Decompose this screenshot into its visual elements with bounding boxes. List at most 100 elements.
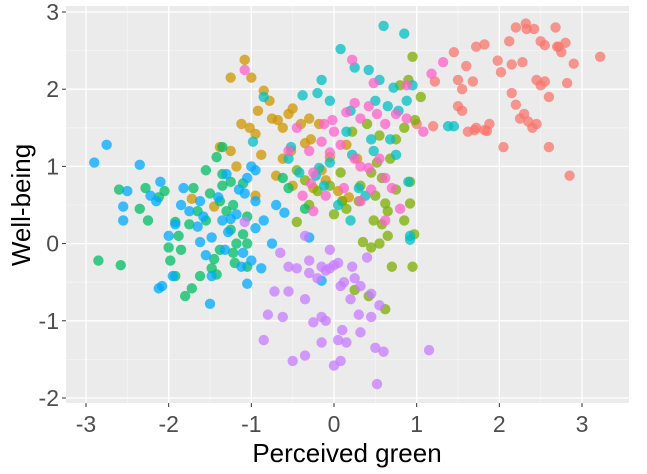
data-point [308, 205, 319, 217]
data-points [89, 18, 606, 390]
data-point [437, 56, 449, 68]
data-point [355, 113, 366, 124]
data-point [385, 134, 396, 145]
data-point [374, 238, 385, 249]
data-point [200, 165, 212, 176]
data-point [345, 293, 356, 305]
data-point [368, 215, 379, 226]
data-point [217, 180, 228, 191]
data-point [291, 263, 302, 274]
data-point [320, 315, 331, 326]
data-point [550, 22, 561, 33]
data-point [304, 113, 315, 124]
data-point [401, 80, 412, 91]
data-point [382, 230, 393, 242]
data-point [101, 139, 112, 150]
data-point [426, 68, 437, 79]
data-point [115, 260, 126, 271]
data-point [382, 205, 393, 217]
y-axis: -2 -1 0 1 2 3 [39, 0, 59, 411]
data-point [231, 238, 242, 249]
data-point [283, 145, 294, 157]
data-point [363, 100, 374, 112]
data-point [353, 309, 364, 320]
data-point [188, 182, 199, 194]
data-point [304, 267, 315, 279]
data-point [366, 184, 377, 195]
data-point [456, 105, 468, 117]
data-point [564, 170, 575, 181]
data-point [262, 309, 274, 320]
data-point [142, 215, 154, 226]
data-point [404, 234, 416, 245]
data-point [256, 149, 267, 161]
data-point [192, 221, 203, 232]
data-point [233, 184, 245, 195]
data-point [363, 64, 374, 76]
data-point [353, 182, 364, 194]
data-point [479, 39, 490, 50]
data-point [118, 201, 129, 212]
data-point [349, 153, 360, 164]
data-point [308, 167, 319, 178]
data-point [175, 244, 187, 255]
data-point [93, 255, 104, 266]
data-point [327, 114, 338, 126]
data-point [328, 360, 340, 371]
data-point [287, 355, 298, 367]
data-point [299, 203, 311, 215]
data-point [221, 205, 232, 217]
data-point [324, 244, 336, 255]
data-point [409, 114, 421, 126]
data-point [113, 184, 125, 195]
data-point [204, 188, 216, 199]
data-point [338, 182, 350, 194]
data-point [355, 161, 366, 172]
data-point [170, 219, 181, 230]
data-point [448, 121, 460, 132]
data-point [299, 350, 311, 361]
data-point [349, 97, 360, 109]
data-point [186, 193, 198, 205]
data-point [194, 195, 206, 207]
data-point [355, 327, 366, 338]
data-point [520, 18, 531, 29]
data-point [371, 108, 383, 120]
data-point [242, 278, 253, 289]
data-point [382, 100, 393, 112]
data-point [258, 215, 269, 226]
data-point [467, 76, 479, 87]
data-point [247, 136, 259, 147]
data-point [217, 141, 228, 153]
data-point [355, 195, 366, 207]
data-point [448, 46, 460, 58]
data-point [291, 122, 302, 133]
data-point [366, 134, 377, 145]
data-point [399, 28, 410, 39]
data-point [504, 36, 515, 47]
data-point [470, 41, 482, 52]
data-point [211, 151, 222, 163]
x-tick-label: -3 [76, 411, 96, 437]
data-point [151, 195, 162, 207]
data-point [291, 216, 302, 228]
data-point [428, 121, 439, 132]
data-point [324, 147, 336, 158]
data-point [335, 167, 346, 178]
data-point [200, 249, 212, 261]
data-point [495, 67, 507, 78]
data-point [332, 199, 344, 211]
data-point [222, 226, 234, 238]
data-point [186, 283, 198, 294]
data-point [225, 145, 236, 157]
data-point [266, 238, 278, 249]
data-point [318, 118, 330, 130]
data-point [246, 161, 257, 172]
data-point [304, 145, 315, 157]
data-point [341, 126, 352, 137]
data-point [374, 153, 385, 164]
data-point [180, 290, 191, 302]
data-point [198, 211, 209, 222]
data-point [510, 99, 522, 110]
